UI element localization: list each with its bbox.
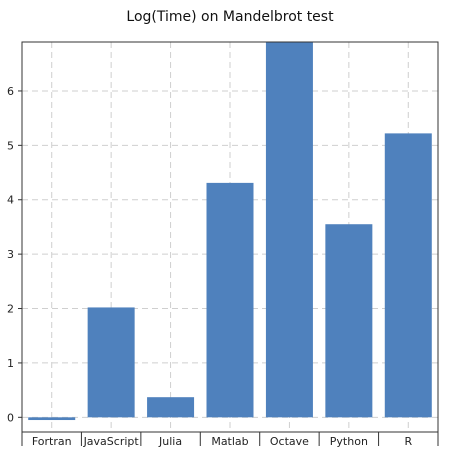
bar — [206, 182, 254, 418]
y-tick-label: 4 — [7, 194, 14, 207]
x-tick-label: Julia — [158, 435, 182, 448]
x-tick-label: Fortran — [32, 435, 72, 448]
bar — [28, 417, 76, 421]
y-tick-label: 2 — [7, 303, 14, 316]
bar — [147, 397, 195, 418]
y-tick-label: 5 — [7, 139, 14, 152]
x-tick-label: Matlab — [211, 435, 248, 448]
x-tick-label: JavaScript — [83, 435, 140, 448]
y-tick-label: 3 — [7, 248, 14, 261]
x-tick-label: Octave — [270, 435, 309, 448]
x-tick-label: Python — [330, 435, 368, 448]
x-tick-label: R — [404, 435, 412, 448]
y-tick-label: 0 — [7, 411, 14, 424]
bar — [265, 42, 313, 418]
plot-frame — [21, 41, 439, 433]
y-tick-label: 6 — [7, 85, 14, 98]
y-tick-label: 1 — [7, 357, 14, 370]
bar — [325, 224, 373, 418]
chart-title: Log(Time) on Mandelbrot test — [126, 9, 334, 25]
bar — [384, 133, 432, 418]
bar — [87, 307, 135, 418]
